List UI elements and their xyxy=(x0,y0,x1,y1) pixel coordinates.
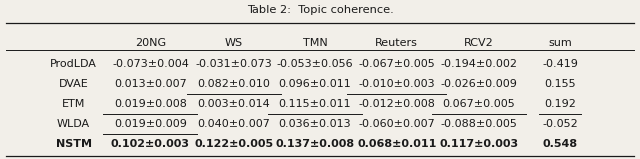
Text: 0.117±0.003: 0.117±0.003 xyxy=(439,139,518,149)
Text: 0.102±0.003: 0.102±0.003 xyxy=(111,139,190,149)
Text: 0.155: 0.155 xyxy=(544,79,576,89)
Text: -0.067±0.005: -0.067±0.005 xyxy=(358,59,435,69)
Text: 0.137±0.008: 0.137±0.008 xyxy=(275,139,355,149)
Text: -0.031±0.073: -0.031±0.073 xyxy=(195,59,272,69)
Text: -0.088±0.005: -0.088±0.005 xyxy=(440,119,517,129)
Text: 0.115±0.011: 0.115±0.011 xyxy=(278,99,351,109)
Text: DVAE: DVAE xyxy=(59,79,88,89)
Text: NSTM: NSTM xyxy=(56,139,92,149)
Text: 0.003±0.014: 0.003±0.014 xyxy=(197,99,270,109)
Text: WS: WS xyxy=(225,38,243,48)
Text: -0.073±0.004: -0.073±0.004 xyxy=(112,59,189,69)
Text: Table 2:  Topic coherence.: Table 2: Topic coherence. xyxy=(246,5,394,15)
Text: -0.012±0.008: -0.012±0.008 xyxy=(358,99,435,109)
Text: WLDA: WLDA xyxy=(57,119,90,129)
Text: -0.194±0.002: -0.194±0.002 xyxy=(440,59,517,69)
Text: ETM: ETM xyxy=(62,99,85,109)
Text: -0.060±0.007: -0.060±0.007 xyxy=(358,119,435,129)
Text: Reuters: Reuters xyxy=(376,38,418,48)
Text: 0.548: 0.548 xyxy=(543,139,577,149)
Text: ProdLDA: ProdLDA xyxy=(50,59,97,69)
Text: 0.036±0.013: 0.036±0.013 xyxy=(278,119,351,129)
Text: TMN: TMN xyxy=(303,38,327,48)
Text: 0.067±0.005: 0.067±0.005 xyxy=(442,99,515,109)
Text: 0.019±0.009: 0.019±0.009 xyxy=(114,119,187,129)
Text: 0.068±0.011: 0.068±0.011 xyxy=(357,139,436,149)
Text: sum: sum xyxy=(548,38,572,48)
Text: -0.053±0.056: -0.053±0.056 xyxy=(276,59,353,69)
Text: 0.013±0.007: 0.013±0.007 xyxy=(114,79,187,89)
Text: 0.040±0.007: 0.040±0.007 xyxy=(197,119,270,129)
Text: -0.052: -0.052 xyxy=(542,119,578,129)
Text: 0.096±0.011: 0.096±0.011 xyxy=(278,79,351,89)
Text: 0.082±0.010: 0.082±0.010 xyxy=(197,79,270,89)
Text: 0.122±0.005: 0.122±0.005 xyxy=(194,139,273,149)
Text: -0.419: -0.419 xyxy=(542,59,578,69)
Text: -0.026±0.009: -0.026±0.009 xyxy=(440,79,517,89)
Text: 0.192: 0.192 xyxy=(544,99,576,109)
Text: RCV2: RCV2 xyxy=(464,38,493,48)
Text: 0.019±0.008: 0.019±0.008 xyxy=(114,99,187,109)
Text: 20NG: 20NG xyxy=(135,38,166,48)
Text: -0.010±0.003: -0.010±0.003 xyxy=(358,79,435,89)
